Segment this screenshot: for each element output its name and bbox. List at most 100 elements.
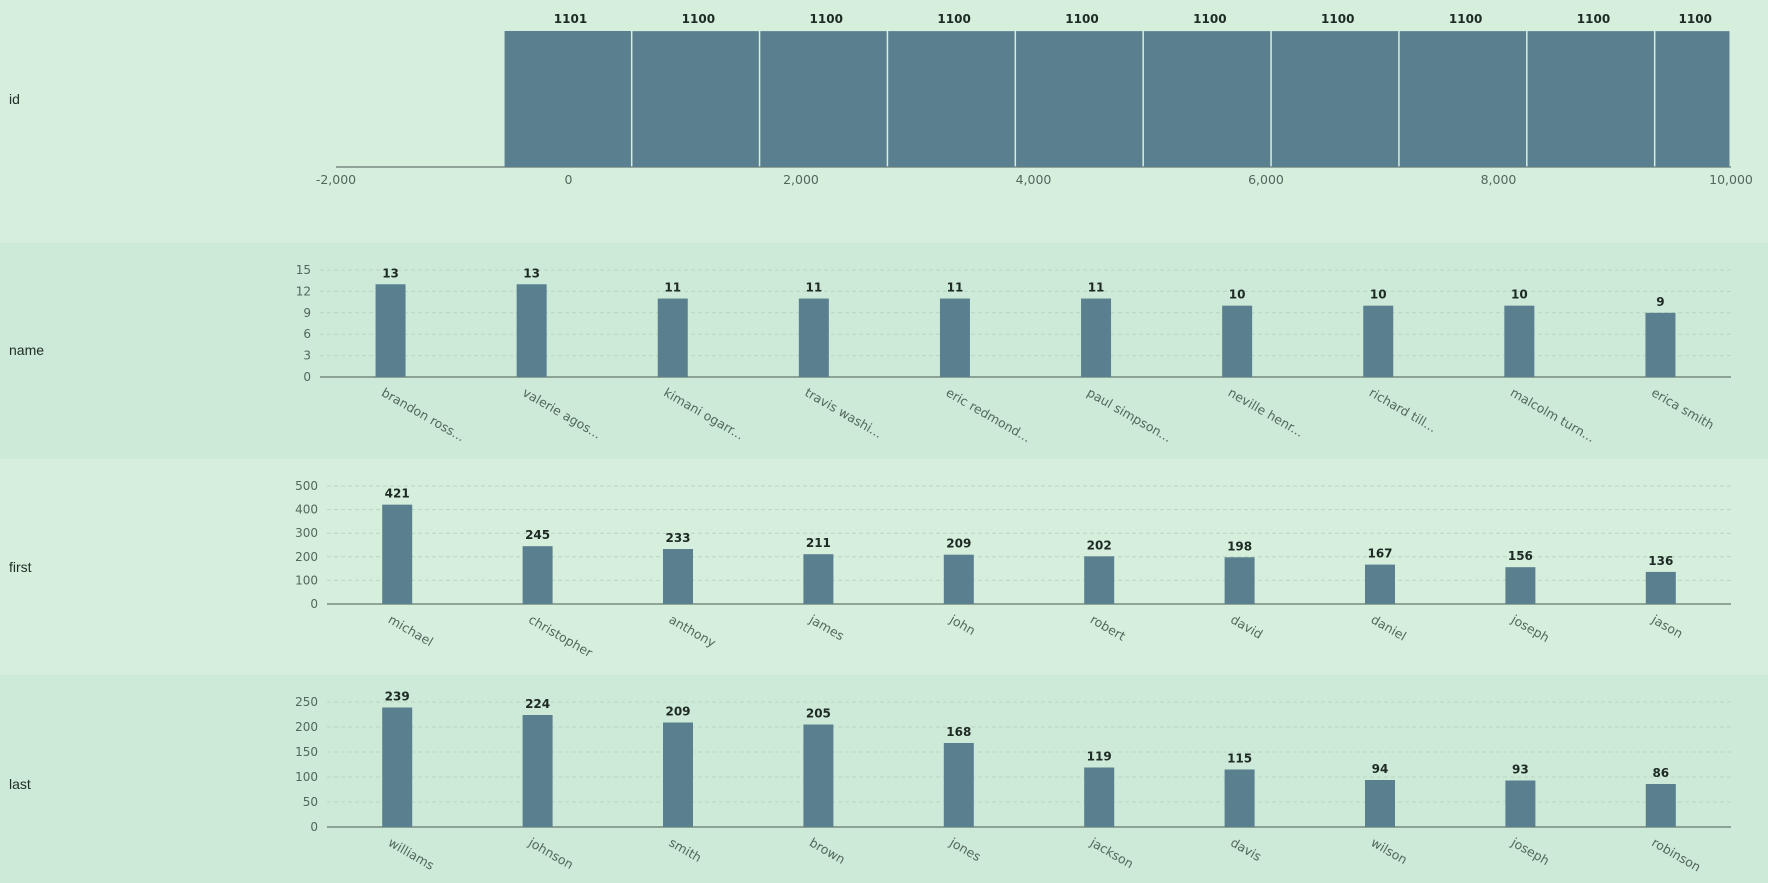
x-tick-label: 10,000 [1709,172,1753,187]
bar [1081,298,1112,377]
y-tick-label: 200 [295,720,318,734]
row-label-id: id [9,91,20,107]
data-label: 119 [1087,750,1112,764]
x-tick-label: 4,000 [1016,172,1052,187]
x-tick-label: 6,000 [1248,172,1284,187]
data-label: 10 [1229,288,1246,302]
x-tick-label: 8,000 [1481,172,1517,187]
data-label: 1100 [1193,12,1226,26]
histogram-bar [760,31,887,168]
histogram-bar [1527,31,1654,168]
y-tick-label: 400 [295,503,318,517]
x-tick-label: robinson [1649,835,1703,875]
data-label: 11 [664,281,681,295]
x-tick-label: brown [807,835,848,867]
x-tick-label: eric redmond... [943,385,1033,446]
row-label-name: name [9,342,45,358]
y-tick-label: 0 [303,370,311,384]
bar [1363,305,1394,377]
bar [1504,305,1535,377]
bar [1084,767,1115,827]
bar [1365,564,1395,604]
bar [803,554,834,604]
data-label: 1100 [1065,12,1098,26]
data-label: 209 [946,537,971,551]
data-label: 86 [1652,766,1669,780]
y-tick-label: 250 [295,695,318,709]
data-label: 198 [1227,539,1252,553]
x-tick-label: johnson [525,834,576,872]
bar [663,549,693,604]
id-histogram: 1101 1100 1100 1100 1100 1100 1100 1100 1100 1100… [316,12,1753,187]
bar [943,743,974,827]
bar [516,284,547,377]
data-label: 11 [805,281,822,295]
data-label: 1100 [1679,12,1712,26]
x-tick-label: richard till... [1367,385,1440,436]
bar [1224,557,1255,604]
x-tick-label: smith [667,835,705,865]
data-label: 209 [665,705,690,719]
bar [798,298,829,377]
x-tick-label: joseph [1508,611,1552,645]
x-tick-label: michael [386,612,436,650]
y-tick-label: 12 [296,284,311,298]
histogram-bar [1143,31,1271,168]
x-tick-label: 0 [565,172,573,187]
y-tick-label: 100 [295,573,318,587]
x-tick-label: kimani ogarr... [661,385,746,443]
bar [1224,769,1255,827]
y-tick-label: 500 [295,479,318,493]
y-tick-label: 9 [303,306,311,320]
row-first: first 0 100 200 300 400 500 421 michael 245 chris… [0,459,1768,675]
data-label: 1100 [810,12,843,26]
x-tick-label: neville henr... [1226,385,1307,440]
row-label-last: last [9,776,31,792]
y-tick-label: 300 [295,526,318,540]
y-tick-label: 15 [296,263,311,277]
bar [1222,305,1253,377]
data-label: 168 [946,725,971,739]
data-label: 1100 [1449,12,1482,26]
x-tick-label: -2,000 [316,172,356,187]
bar [375,284,406,377]
data-label: 1101 [554,12,587,26]
y-tick-label: 3 [303,349,311,363]
data-label: 115 [1227,752,1252,766]
y-tick-label: 0 [310,820,318,834]
y-tick-label: 6 [303,327,311,341]
histogram-bar [1271,31,1399,168]
bar [939,298,970,377]
bar [663,722,693,827]
last-bar-chart: 0 50 100 150 200 250 239 williams 224 johnson 209 s… [295,690,1731,875]
x-tick-label: david [1228,612,1265,642]
data-label: 94 [1372,762,1389,776]
x-tick-label: joseph [1508,834,1552,868]
bar [1645,784,1676,827]
data-label: 1100 [682,12,715,26]
x-tick-label: valerie agos... [520,385,604,442]
data-label: 10 [1511,288,1528,302]
histogram-bar [632,31,759,168]
data-label: 205 [806,707,831,721]
x-tick-label: robert [1088,612,1129,644]
x-tick-label: james [806,611,847,643]
data-label: 156 [1508,549,1533,563]
x-tick-label: 2,000 [783,172,819,187]
histogram-bar [1655,31,1730,168]
x-tick-label: daniel [1369,612,1410,644]
x-tick-label: jones [946,834,983,864]
histogram-bar [888,31,1015,168]
y-tick-label: 50 [303,795,318,809]
x-tick-label: paul simpson... [1085,385,1175,446]
y-tick-label: 150 [295,745,318,759]
bar [1505,780,1536,827]
x-tick-label: erica smith [1649,385,1717,433]
bar [522,546,553,604]
bar [657,298,688,377]
data-label: 13 [523,266,540,280]
data-label: 239 [385,690,410,704]
row-id: id 1101 1100 1100 1100 1100 1100 1100 1100 1100 1… [0,0,1768,243]
x-tick-label: christopher [526,612,596,661]
histogram-bar [1399,31,1527,168]
